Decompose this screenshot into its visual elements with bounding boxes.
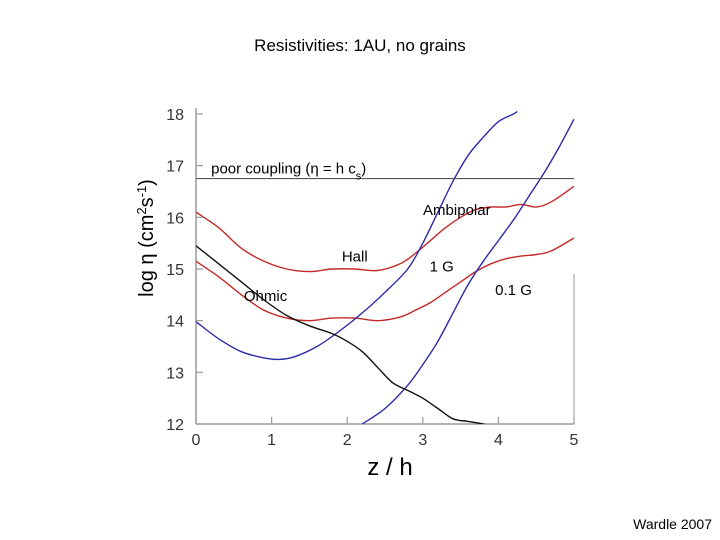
x-tick-label: 2 <box>343 432 352 449</box>
series-line-blue-3 <box>361 118 575 424</box>
annotation-ohmic: Ohmic <box>244 288 288 305</box>
y-tick-label: 16 <box>166 210 184 227</box>
annotation-ambipolar: Ambipolar <box>423 202 491 219</box>
series-line-black-4 <box>196 245 486 424</box>
x-tick-label: 5 <box>570 432 579 449</box>
x-tick-label: 1 <box>267 432 276 449</box>
x-tick-label: 3 <box>418 432 427 449</box>
x-tick-label: 4 <box>494 432 503 449</box>
annotation-layer: poor coupling (η = h cs) Ambipolar Hall Ohm… <box>211 160 532 305</box>
y-tick-label: 12 <box>166 417 184 434</box>
y-tick-label: 14 <box>166 314 184 331</box>
credit-text: Wardle 2007 <box>633 516 712 532</box>
series-line-red-1 <box>196 237 575 322</box>
series-layer <box>196 110 575 424</box>
y-tick-label: 13 <box>166 365 184 382</box>
y-axis-label: log η (cm2s-1) <box>134 179 159 297</box>
series-line-blue-2 <box>196 110 518 361</box>
chart-title: Resistivities: 1AU, no grains <box>254 36 466 55</box>
series-line-red-0 <box>196 185 575 273</box>
y-tick-label: 15 <box>166 262 184 279</box>
x-axis-label: z / h <box>367 454 412 481</box>
y-tick-label: 18 <box>166 107 184 124</box>
annotation-hall: Hall <box>342 248 368 265</box>
annotation-point-one-g: 0.1 G <box>495 282 532 299</box>
annotation-poor-coupling: poor coupling (η = h cs) <box>211 160 366 182</box>
y-tick-label: 17 <box>166 159 184 176</box>
annotation-one-g: 1 G <box>430 259 454 276</box>
x-tick-label: 0 <box>192 432 201 449</box>
plot-frame <box>195 108 575 425</box>
